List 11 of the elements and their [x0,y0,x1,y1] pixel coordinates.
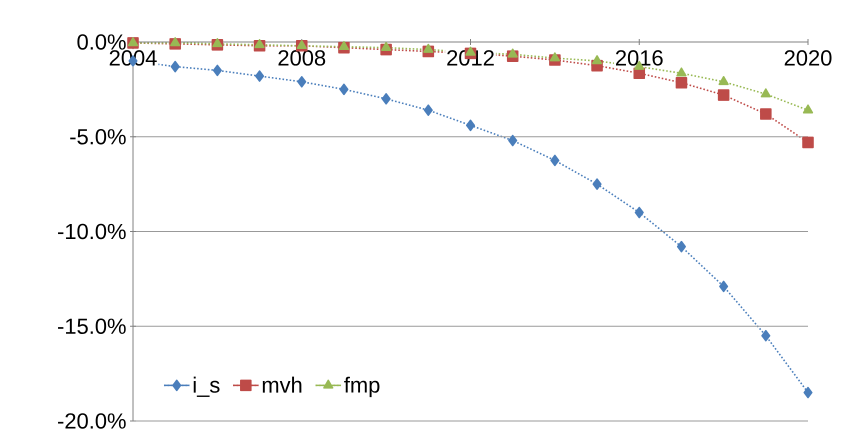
y-tick-label: -5.0% [70,128,126,144]
legend-label: i_s [194,376,220,397]
y-tick-label: -15.0% [58,318,126,334]
x-tick-label: 2008 [278,50,326,66]
legend-label: mvh [262,376,302,393]
x-tick-label: 2016 [616,50,663,66]
y-tick-label: -10.0% [58,224,126,240]
y-tick-label: -20.0% [58,413,126,429]
x-tick-label: 2020 [784,50,832,66]
y-tick-label: 0.0% [77,34,126,50]
legend-label: fmp [344,376,380,398]
